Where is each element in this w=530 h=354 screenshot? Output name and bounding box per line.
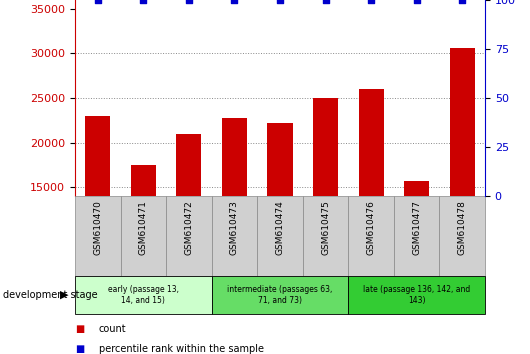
Bar	[85, 116, 110, 321]
Text: percentile rank within the sample: percentile rank within the sample	[99, 344, 264, 354]
Point	[93, 0, 102, 3]
Text: GSM610471: GSM610471	[139, 200, 148, 255]
Text: ■: ■	[75, 324, 84, 334]
Bar	[359, 89, 384, 321]
Text: count: count	[99, 324, 127, 334]
Bar	[303, 196, 348, 276]
Point	[230, 0, 239, 3]
Bar	[257, 196, 303, 276]
Point	[412, 0, 421, 3]
Text: ■: ■	[75, 344, 84, 354]
Bar	[166, 196, 211, 276]
Text: GSM610470: GSM610470	[93, 200, 102, 255]
Text: intermediate (passages 63,
71, and 73): intermediate (passages 63, 71, and 73)	[227, 285, 333, 305]
Bar	[439, 196, 485, 276]
Point	[139, 0, 147, 3]
Bar	[211, 276, 348, 314]
Bar	[222, 118, 247, 321]
Bar	[449, 48, 475, 321]
Bar	[176, 134, 201, 321]
Bar	[211, 196, 257, 276]
Bar	[120, 196, 166, 276]
Point	[367, 0, 375, 3]
Point	[458, 0, 466, 3]
Text: GSM610472: GSM610472	[184, 200, 193, 255]
Bar	[313, 98, 338, 321]
Bar	[75, 276, 211, 314]
Bar	[348, 196, 394, 276]
Bar	[75, 196, 120, 276]
Text: development stage: development stage	[3, 290, 98, 300]
Text: late (passage 136, 142, and
143): late (passage 136, 142, and 143)	[363, 285, 470, 305]
Text: GSM610476: GSM610476	[367, 200, 376, 255]
Bar	[404, 181, 429, 321]
Text: GSM610474: GSM610474	[276, 200, 285, 255]
Text: early (passage 13,
14, and 15): early (passage 13, 14, and 15)	[108, 285, 179, 305]
Bar	[131, 165, 156, 321]
Text: GSM610478: GSM610478	[458, 200, 467, 255]
Text: GSM610477: GSM610477	[412, 200, 421, 255]
Text: GSM610475: GSM610475	[321, 200, 330, 255]
Point	[321, 0, 330, 3]
Text: ▶: ▶	[60, 290, 69, 300]
Bar	[348, 276, 485, 314]
Point	[276, 0, 284, 3]
Bar	[268, 123, 293, 321]
Text: GSM610473: GSM610473	[230, 200, 239, 255]
Point	[184, 0, 193, 3]
Bar	[394, 196, 439, 276]
